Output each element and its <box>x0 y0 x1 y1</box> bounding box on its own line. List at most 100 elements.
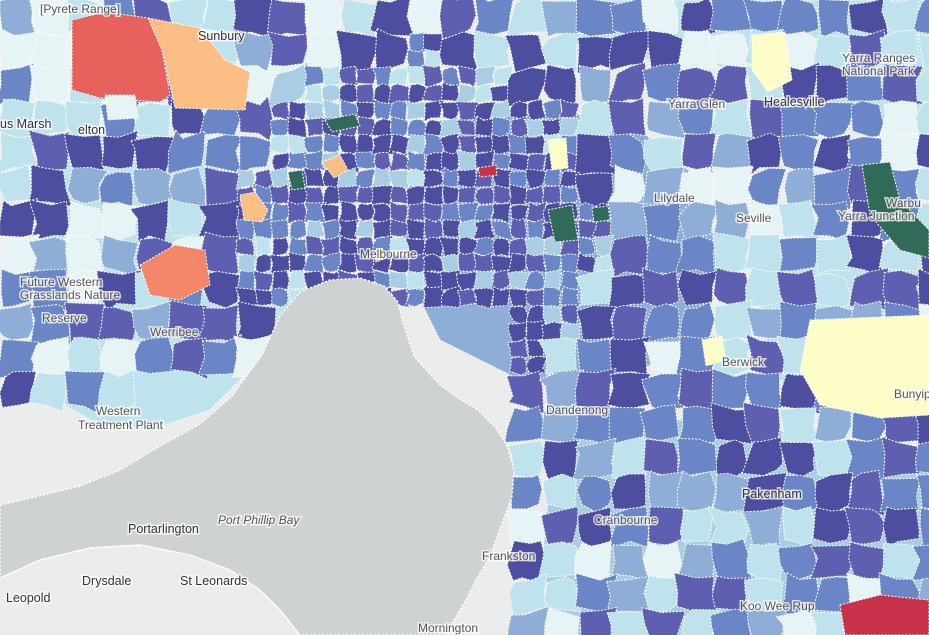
region-hotspot-orange-small[interactable] <box>239 191 269 223</box>
map-region[interactable] <box>673 235 719 277</box>
map-region[interactable] <box>917 267 929 312</box>
map-region[interactable] <box>97 368 136 412</box>
map-region[interactable] <box>911 542 929 581</box>
map-region[interactable] <box>544 609 580 635</box>
map-region[interactable] <box>809 200 850 242</box>
map-region[interactable] <box>778 237 818 272</box>
map-region[interactable] <box>29 0 72 41</box>
map-region[interactable] <box>741 436 784 477</box>
map-region[interactable] <box>641 267 680 309</box>
map-region[interactable] <box>387 133 411 157</box>
map-region[interactable] <box>607 97 647 142</box>
map-region[interactable] <box>646 233 683 278</box>
map-region[interactable] <box>917 33 929 69</box>
map-region[interactable] <box>438 115 462 138</box>
map-region[interactable] <box>710 165 754 208</box>
map-region[interactable] <box>320 204 340 223</box>
map-region[interactable] <box>28 61 71 106</box>
map-region[interactable] <box>809 101 855 139</box>
map-region[interactable] <box>881 436 923 479</box>
map-region[interactable] <box>541 321 565 343</box>
map-region[interactable] <box>742 505 784 550</box>
map-region[interactable] <box>542 439 579 481</box>
map-region[interactable] <box>456 119 476 136</box>
map-region[interactable] <box>266 31 309 67</box>
map-region[interactable] <box>508 288 530 310</box>
map-region[interactable] <box>606 575 652 612</box>
map-region[interactable] <box>576 305 616 341</box>
map-region[interactable] <box>491 116 511 138</box>
map-region[interactable] <box>642 202 681 243</box>
map-region[interactable] <box>131 299 175 342</box>
map-region[interactable] <box>709 608 753 635</box>
map-region[interactable] <box>490 202 512 225</box>
map-region[interactable] <box>641 62 682 103</box>
map-region[interactable] <box>404 288 426 308</box>
map-region[interactable] <box>441 219 462 238</box>
map-region[interactable] <box>339 83 360 103</box>
map-region[interactable] <box>507 252 527 275</box>
map-region[interactable] <box>408 251 427 275</box>
map-region[interactable] <box>302 166 326 187</box>
map-region[interactable] <box>575 0 618 37</box>
map-region[interactable] <box>815 231 852 275</box>
map-region[interactable] <box>506 132 531 156</box>
map-region[interactable] <box>648 506 684 546</box>
map-region[interactable] <box>408 31 427 53</box>
map-region[interactable] <box>711 472 754 515</box>
map-region[interactable] <box>557 117 580 137</box>
map-region[interactable] <box>572 99 616 141</box>
map-region[interactable] <box>64 370 108 414</box>
map-region[interactable] <box>607 506 650 551</box>
map-region[interactable] <box>440 149 461 174</box>
map-region[interactable] <box>201 270 240 309</box>
map-region[interactable] <box>233 28 277 72</box>
map-region[interactable] <box>405 65 427 86</box>
map-region[interactable] <box>322 98 343 121</box>
map-region[interactable] <box>355 168 378 189</box>
map-region[interactable] <box>845 63 891 102</box>
map-region[interactable] <box>238 135 272 176</box>
map-region[interactable] <box>370 133 394 155</box>
map-region[interactable] <box>268 254 292 274</box>
map-region[interactable] <box>712 231 751 275</box>
map-region[interactable] <box>29 304 71 345</box>
map-region[interactable] <box>809 544 856 580</box>
map-region[interactable] <box>27 129 71 171</box>
map-region[interactable] <box>287 133 309 156</box>
map-region[interactable] <box>440 81 462 104</box>
map-region[interactable] <box>235 237 255 259</box>
map-region[interactable] <box>28 371 67 413</box>
map-region[interactable] <box>558 98 581 119</box>
map-region[interactable] <box>592 251 616 275</box>
map-region[interactable] <box>28 268 75 312</box>
map-region[interactable] <box>270 118 292 139</box>
map-region[interactable] <box>319 235 341 259</box>
map-region[interactable] <box>542 473 577 516</box>
map-region[interactable] <box>300 29 346 73</box>
map-region[interactable] <box>609 0 647 35</box>
map-region[interactable] <box>507 605 550 635</box>
region-deep-red[interactable] <box>477 164 498 178</box>
map-region[interactable] <box>812 35 855 74</box>
map-region[interactable] <box>559 184 579 205</box>
region-dark-green[interactable] <box>324 113 361 133</box>
region-low-yellow[interactable] <box>799 314 929 419</box>
map-region[interactable] <box>715 439 748 483</box>
map-region[interactable] <box>0 268 40 308</box>
map-region[interactable] <box>646 98 687 140</box>
map-region[interactable] <box>707 64 749 104</box>
map-region[interactable] <box>337 200 360 225</box>
map-region[interactable] <box>711 575 752 614</box>
map-region[interactable] <box>456 65 478 89</box>
map-region[interactable] <box>491 285 514 307</box>
map-region[interactable] <box>421 169 445 191</box>
map-region[interactable] <box>508 356 528 376</box>
map-region[interactable] <box>374 27 409 72</box>
map-region[interactable] <box>844 435 888 483</box>
map-region[interactable] <box>271 236 290 257</box>
map-region[interactable] <box>490 254 513 276</box>
map-region[interactable] <box>0 197 39 238</box>
